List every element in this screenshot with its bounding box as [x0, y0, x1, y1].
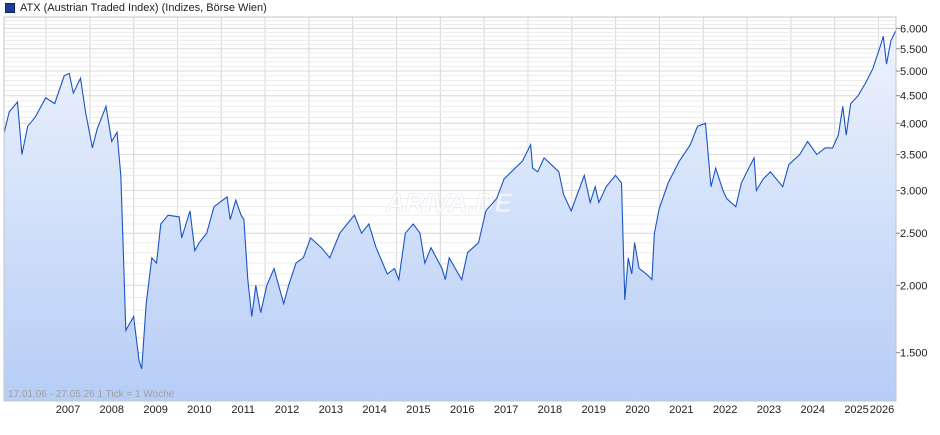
- x-tick-label: 2018: [538, 404, 562, 416]
- date-range-footnote: 17.01.06 - 27.05.26 1 Tick = 1 Woche: [8, 389, 175, 400]
- x-tick-label: 2014: [362, 404, 386, 416]
- y-tick-label: 5.000: [900, 66, 928, 78]
- x-tick-label: 2007: [56, 404, 80, 416]
- x-tick-label: 2023: [757, 404, 781, 416]
- y-tick-label: 3.500: [900, 149, 928, 161]
- x-tick-label: 2019: [581, 404, 605, 416]
- legend-label: ATX (Austrian Traded Index) (Indizes, Bö…: [20, 2, 267, 14]
- y-tick-label: 2.000: [900, 280, 928, 292]
- x-tick-label: 2026: [870, 404, 894, 416]
- y-tick-label: 1.500: [900, 348, 928, 360]
- watermark: ARIVA.DE: [384, 188, 514, 219]
- area-fill: [4, 30, 896, 402]
- legend-swatch: [5, 3, 15, 13]
- x-tick-label: 2012: [275, 404, 299, 416]
- chart-legend: ATX (Austrian Traded Index) (Indizes, Bö…: [5, 1, 267, 15]
- y-tick-label: 4.000: [900, 118, 928, 130]
- y-tick-label: 3.000: [900, 186, 928, 198]
- x-tick-label: 2008: [100, 404, 124, 416]
- watermark-text: ARIVA.DE: [384, 188, 513, 218]
- x-tick-label: 2020: [625, 404, 649, 416]
- y-axis-ticks: 1.500 2.000 2.500 3.000 3.500 4.000 4.500 5.000…: [896, 23, 928, 360]
- x-axis-ticks: 2007 2008 2009 2010 2011 2012 2013 2014 2015 2016…: [56, 404, 895, 416]
- x-tick-label: 2025: [844, 404, 868, 416]
- x-tick-label: 2016: [450, 404, 474, 416]
- x-tick-label: 2011: [231, 404, 255, 416]
- x-tick-label: 2010: [187, 404, 211, 416]
- plot-border: [3, 16, 897, 402]
- x-tick-label: 2021: [669, 404, 693, 416]
- x-tick-label: 2009: [143, 404, 167, 416]
- x-tick-label: 2013: [319, 404, 343, 416]
- y-tick-label: 2.500: [900, 228, 928, 240]
- series-line: [3, 30, 897, 369]
- y-tick-label: 4.500: [900, 91, 928, 103]
- y-tick-label: 5.500: [900, 44, 928, 56]
- x-tick-label: 2024: [801, 404, 825, 416]
- x-tick-label: 2015: [406, 404, 430, 416]
- x-tick-label: 2017: [494, 404, 518, 416]
- x-tick-label: 2022: [713, 404, 737, 416]
- y-tick-label: 6.000: [900, 23, 928, 35]
